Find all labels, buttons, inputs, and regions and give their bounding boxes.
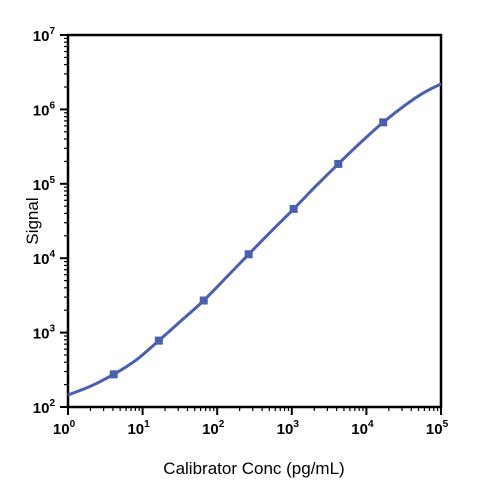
x-tick-label-exponent: 5 [443,419,449,430]
y-tick-label-exponent: 3 [49,324,55,335]
x-tick-label-exponent: 4 [368,419,374,430]
y-tick-label-base: 10 [33,28,50,45]
x-tick-label-base: 10 [202,421,219,438]
x-tick-label: 104 [351,419,374,438]
data-point [379,118,388,127]
x-tick-label: 105 [426,419,449,438]
y-axis-label: Signal [23,197,42,244]
y-tick-label-exponent: 4 [49,249,55,260]
x-tick-label-exponent: 3 [293,419,299,430]
y-tick-label: 102 [33,398,56,417]
x-tick-label: 103 [277,419,300,438]
data-point [199,296,208,305]
y-tick-label-base: 10 [33,177,50,194]
plot-frame [66,33,443,409]
x-tick-label-base: 10 [53,421,70,438]
y-tick-label-base: 10 [33,251,50,268]
y-tick-label-exponent: 2 [49,398,55,409]
x-tick-label: 101 [127,419,150,438]
y-tick-label-exponent: 5 [49,175,55,186]
x-tick-label-base: 10 [426,421,443,438]
x-tick-label-exponent: 1 [144,419,150,430]
data-point [154,336,163,345]
x-tick-label-base: 10 [351,421,368,438]
data-point [289,204,298,213]
y-tick-label: 104 [33,249,56,268]
y-tick-label-exponent: 7 [49,26,55,37]
data-points [109,118,388,379]
x-axis-label: Calibrator Conc (pg/mL) [163,459,344,478]
y-tick-label-exponent: 6 [49,100,55,111]
x-tick-label: 102 [202,419,225,438]
x-tick-label-base: 10 [277,421,294,438]
y-tick-label-base: 10 [33,326,50,343]
y-tick-label-base: 10 [33,102,50,119]
data-point [334,159,343,168]
y-tick-label: 107 [33,26,56,45]
x-tick-label-exponent: 2 [219,419,225,430]
x-tick-label-base: 10 [127,421,144,438]
data-point [109,370,118,379]
fit-curve [67,82,442,397]
y-tick-label: 103 [33,324,56,343]
y-tick-label: 105 [33,175,56,194]
data-point [244,250,253,259]
x-axis-ticks: 100 101 102 103 104 105 [53,407,449,438]
y-tick-label: 106 [33,100,56,119]
x-tick-label-exponent: 0 [70,419,76,430]
y-tick-label-base: 10 [33,400,50,417]
x-tick-label: 100 [53,419,76,438]
